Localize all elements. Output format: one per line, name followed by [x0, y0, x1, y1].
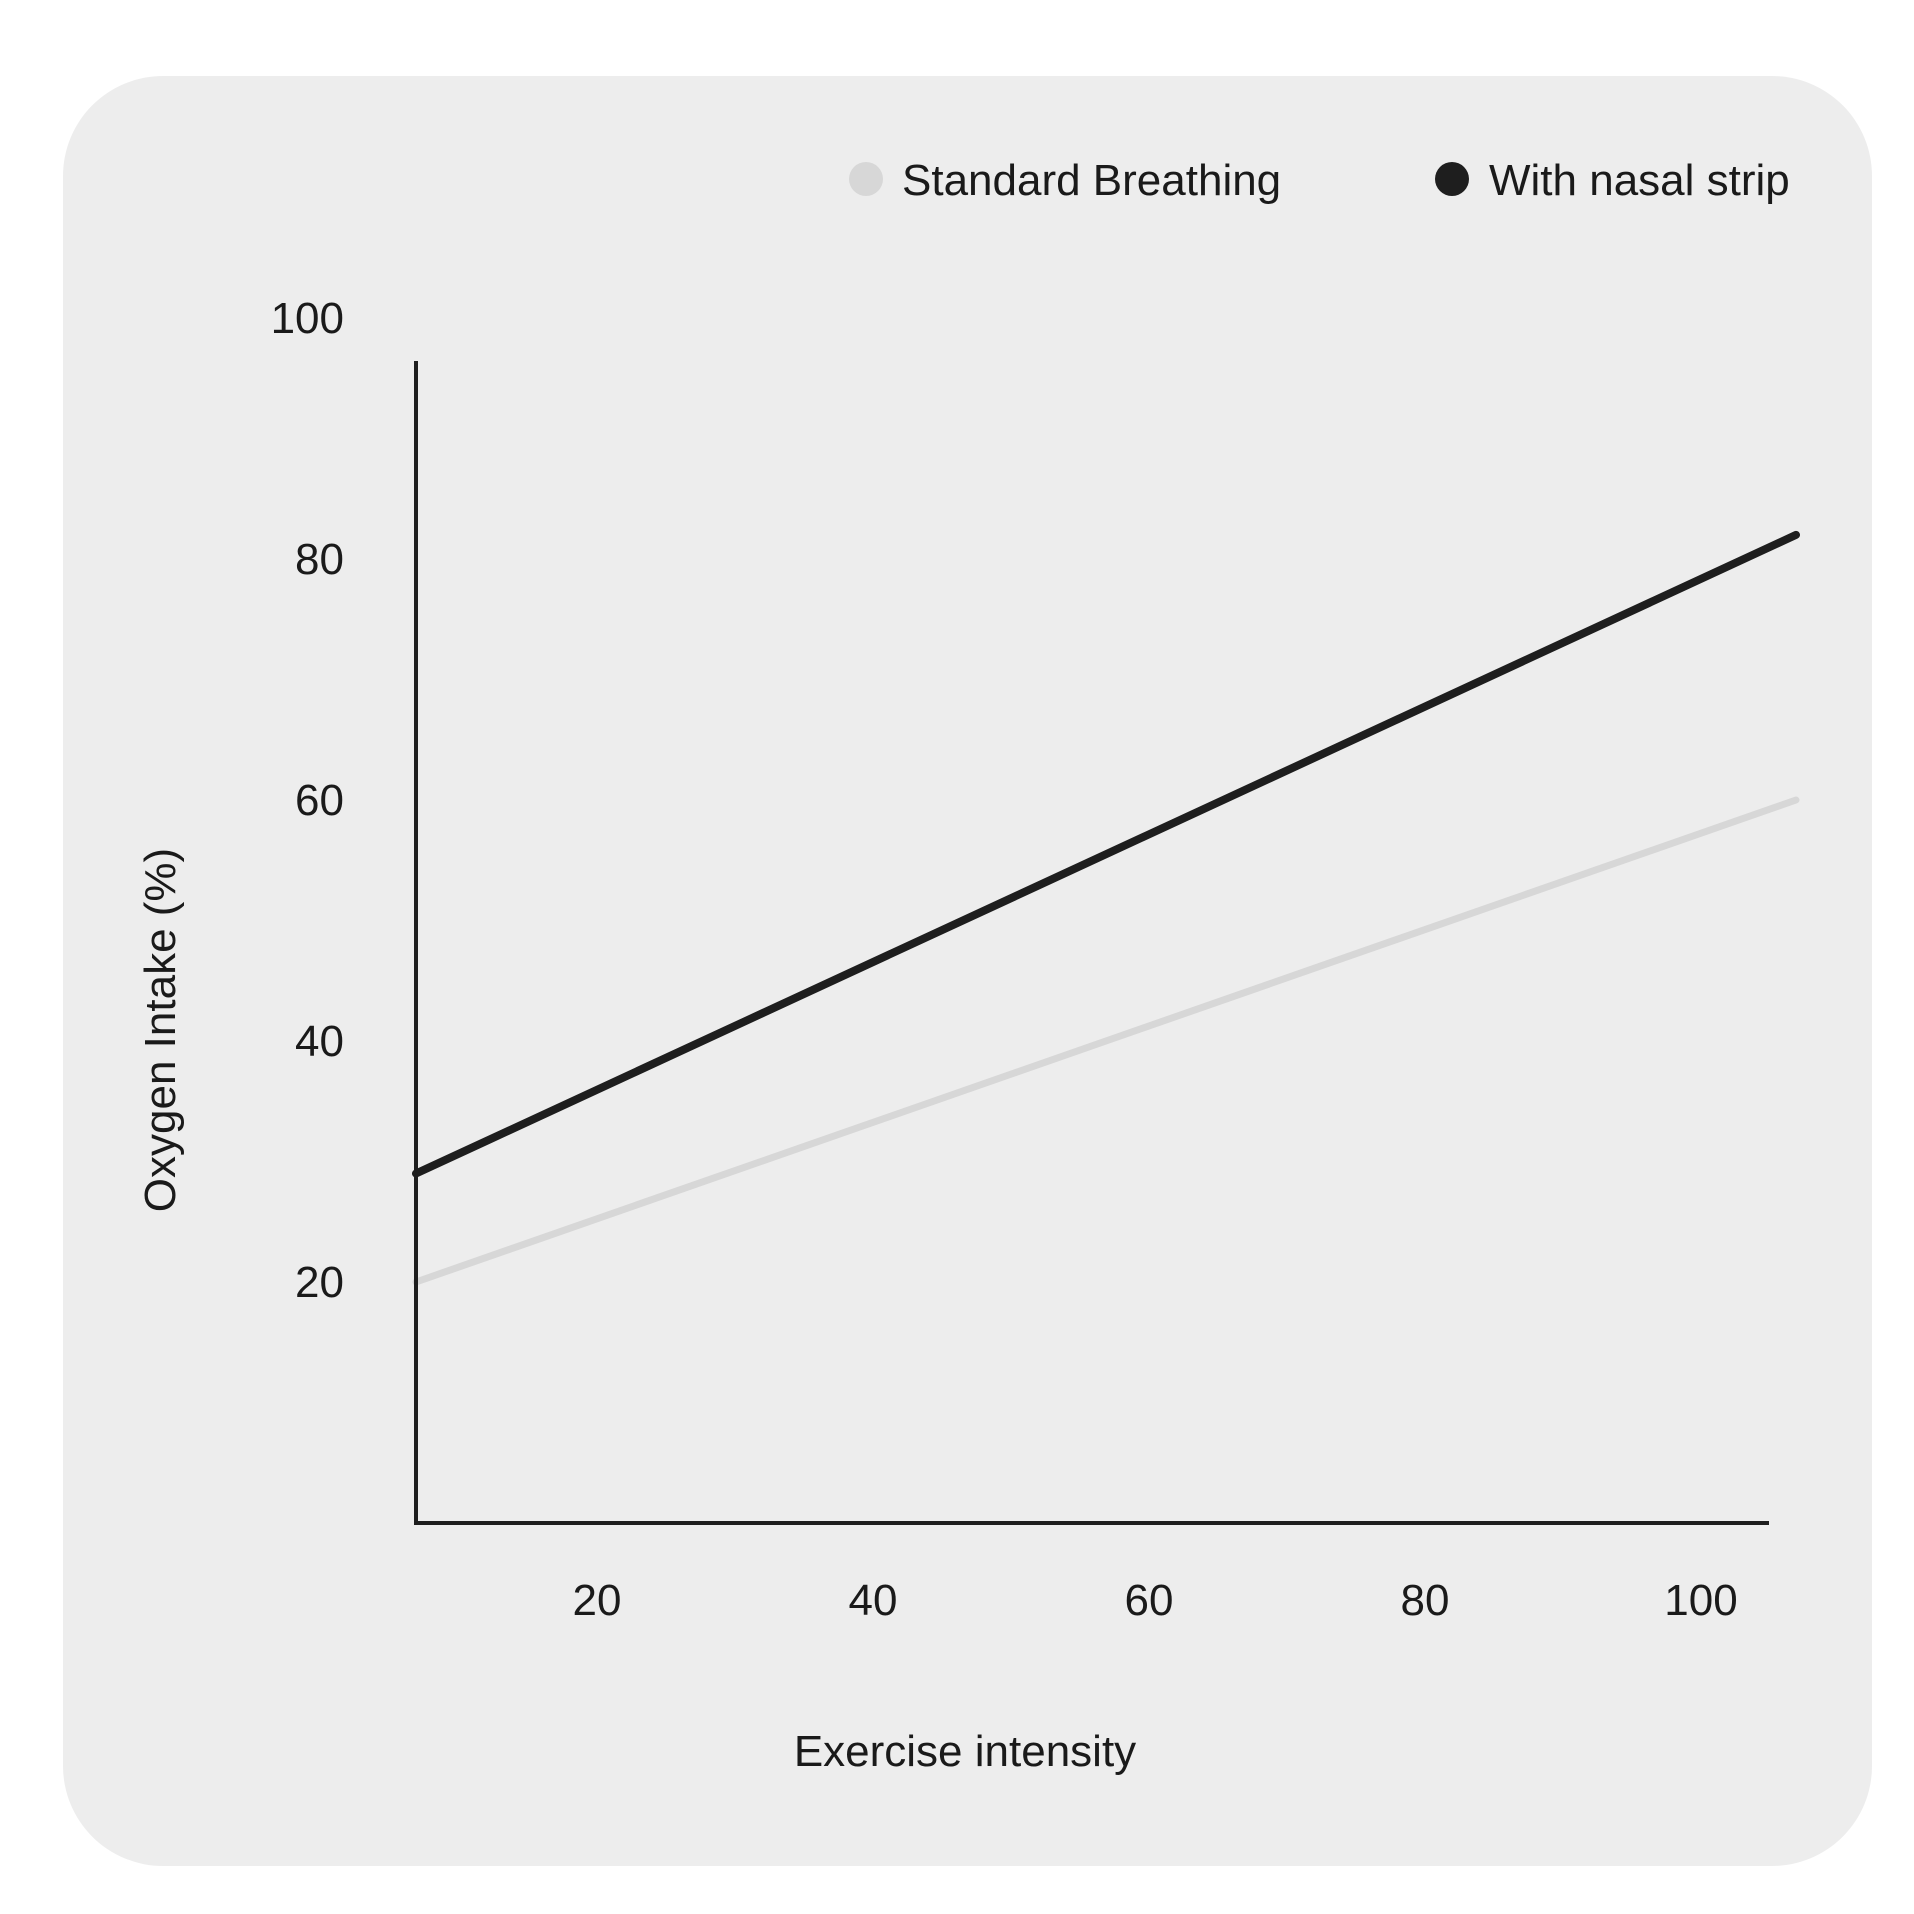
x-tick-label: 60 [1125, 1576, 1174, 1625]
y-axis-title: Oxygen Intake (%) [136, 848, 185, 1212]
x-axis-title: Exercise intensity [794, 1727, 1136, 1776]
legend-swatch-standard-breathing [849, 162, 883, 196]
y-tick-label: 20 [295, 1258, 344, 1307]
series-line-with-nasal-strip [412, 530, 1800, 1178]
legend-label-standard-breathing: Standard Breathing [902, 156, 1281, 205]
legend-swatch-with-nasal-strip [1435, 162, 1469, 196]
x-tick-label: 20 [573, 1576, 622, 1625]
chart-card [63, 76, 1872, 1866]
legend-label-with-nasal-strip: With nasal strip [1489, 156, 1790, 205]
x-tick-label: 40 [849, 1576, 898, 1625]
x-tick-labels: 20 40 60 80 100 [573, 1576, 1738, 1625]
series-lines [412, 530, 1800, 1286]
y-tick-label: 100 [271, 294, 344, 343]
y-tick-label: 40 [295, 1017, 344, 1066]
x-tick-label: 100 [1664, 1576, 1737, 1625]
y-tick-label: 60 [295, 776, 344, 825]
y-tick-label: 80 [295, 535, 344, 584]
series-line-standard-breathing [412, 796, 1800, 1286]
x-tick-label: 80 [1401, 1576, 1450, 1625]
legend: Standard Breathing With nasal strip [849, 156, 1790, 205]
y-tick-labels: 20 40 60 80 100 [271, 294, 344, 1307]
